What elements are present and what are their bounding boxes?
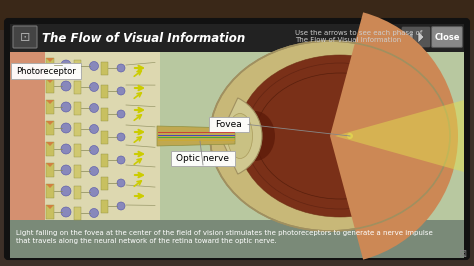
Text: Optic nerve: Optic nerve [176,154,229,163]
Circle shape [117,64,125,72]
Circle shape [90,167,99,176]
Circle shape [61,60,71,70]
Polygon shape [46,58,54,62]
Polygon shape [418,31,424,43]
Text: Light falling on the fovea at the center of the field of vision stimulates the p: Light falling on the fovea at the center… [16,230,433,236]
Ellipse shape [237,55,443,217]
Bar [101,200,108,213]
Bar [74,123,81,136]
Bar [101,62,108,75]
Text: Use the arrows to see each phase of: Use the arrows to see each phase of [295,30,422,36]
Bar [74,165,81,178]
Bar [46,205,54,219]
FancyBboxPatch shape [11,63,81,79]
Text: ⊠: ⊠ [458,249,466,259]
Circle shape [117,202,125,210]
Ellipse shape [235,111,275,161]
Bar [46,100,54,114]
Circle shape [117,87,125,95]
Polygon shape [46,142,54,146]
FancyBboxPatch shape [13,26,37,48]
Circle shape [90,61,99,70]
Bar [74,81,81,94]
FancyBboxPatch shape [5,19,469,259]
Bar [74,102,81,115]
Bar [10,52,464,220]
Bar [101,85,108,98]
Bar [10,52,45,220]
Circle shape [117,156,125,164]
Polygon shape [46,184,54,188]
Circle shape [61,102,71,112]
Bar [0,0,474,30]
Circle shape [61,207,71,217]
Bar [101,131,108,144]
Bar [45,52,160,220]
Polygon shape [46,205,54,209]
Bar [46,184,54,198]
Bar [46,121,54,135]
Circle shape [90,209,99,218]
Bar [74,60,81,73]
Circle shape [61,186,71,196]
Text: Fovea: Fovea [216,120,242,129]
Bar [46,58,54,72]
Circle shape [61,144,71,154]
Bar [101,177,108,190]
Circle shape [90,82,99,92]
Circle shape [90,146,99,155]
FancyBboxPatch shape [209,117,249,132]
Ellipse shape [228,114,253,159]
Circle shape [117,110,125,118]
Bar [46,79,54,93]
Bar [74,207,81,220]
Circle shape [61,165,71,175]
Text: Close: Close [434,32,460,41]
Ellipse shape [210,41,450,231]
Text: ⊡: ⊡ [20,31,30,44]
Circle shape [117,179,125,187]
Bar [46,163,54,177]
Polygon shape [46,163,54,167]
Bar [74,144,81,157]
Bar [46,142,54,156]
Bar [101,108,108,121]
Bar [10,24,464,52]
Bar [74,186,81,199]
Text: Photoreceptor: Photoreceptor [16,66,76,76]
Circle shape [347,133,353,139]
Polygon shape [46,121,54,125]
Polygon shape [335,100,464,172]
Text: The Flow of Visual Information: The Flow of Visual Information [42,31,245,44]
Polygon shape [407,31,413,43]
FancyBboxPatch shape [431,27,463,48]
Text: that travels along the neural network of the retina toward the optic nerve.: that travels along the neural network of… [16,238,277,244]
Polygon shape [46,100,54,104]
Text: The Flow of Visual Information: The Flow of Visual Information [295,37,401,43]
FancyBboxPatch shape [402,27,430,47]
Wedge shape [330,12,458,260]
Wedge shape [220,98,262,174]
Bar [10,220,464,258]
Bar [101,154,108,167]
Circle shape [61,123,71,133]
Circle shape [61,81,71,91]
Circle shape [117,133,125,141]
Polygon shape [46,79,54,83]
Circle shape [90,188,99,197]
Polygon shape [157,126,235,146]
Circle shape [90,124,99,134]
Circle shape [90,103,99,113]
FancyBboxPatch shape [171,151,235,166]
